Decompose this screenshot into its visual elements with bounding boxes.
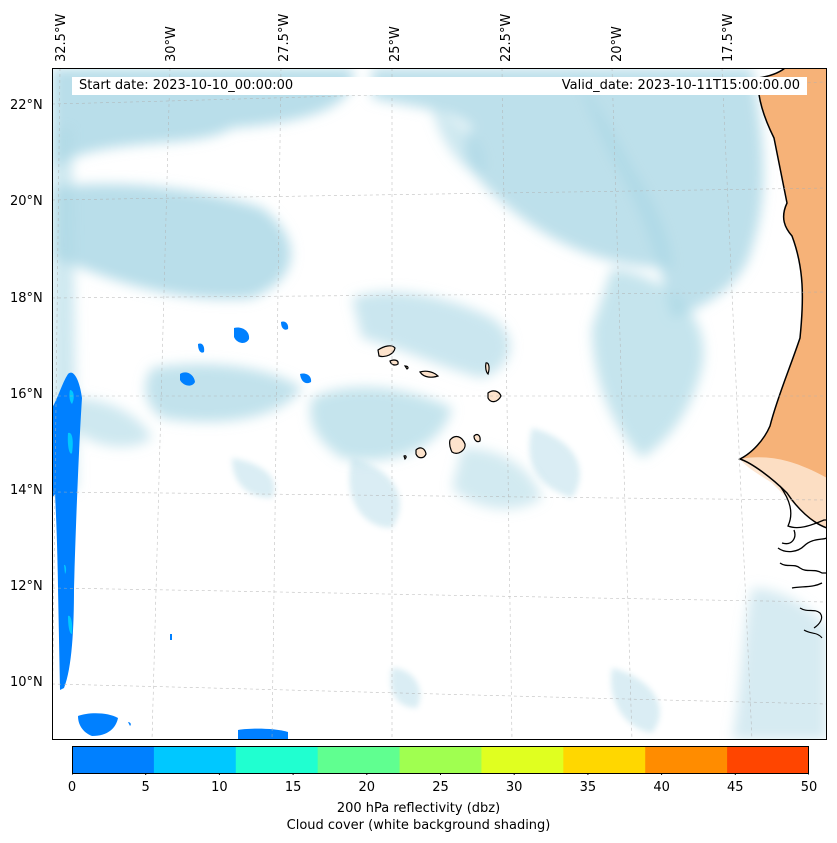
start-date-label: Start date: 2023-10-10_00:00:00 bbox=[79, 78, 294, 93]
colorbar-tick-label: 25 bbox=[432, 780, 449, 795]
lat-label-20n: 20°N bbox=[10, 194, 43, 209]
colorbar bbox=[72, 746, 809, 775]
lat-label-18n: 18°N bbox=[10, 291, 43, 306]
colorbar-tick-label: 30 bbox=[505, 780, 523, 795]
colorbar-segment bbox=[72, 746, 155, 774]
colorbar-tick-label: 10 bbox=[211, 780, 228, 795]
colorbar-segment bbox=[481, 746, 564, 774]
colorbar-tick-label: 45 bbox=[727, 780, 744, 795]
colorbar-tick-label: 5 bbox=[141, 780, 150, 795]
forecast-map bbox=[52, 68, 827, 740]
colorbar-segment bbox=[645, 746, 728, 774]
colorbar-segment bbox=[727, 746, 809, 774]
start-date-box: Start date: 2023-10-10_00:00:00 bbox=[72, 77, 479, 95]
colorbar-segment bbox=[317, 746, 401, 774]
colorbar-title-line2: Cloud cover (white background shading) bbox=[286, 818, 551, 833]
colorbar-tick-label: 20 bbox=[358, 780, 376, 795]
colorbar-segment bbox=[153, 746, 237, 774]
cape-verde-islands bbox=[377, 345, 502, 461]
colorbar-tick-label: 40 bbox=[653, 780, 670, 795]
valid-date-box: Valid_date: 2023-10-11T15:00:00.00 bbox=[472, 77, 807, 95]
lon-label-27-5w: 27.5°W bbox=[277, 13, 292, 62]
map-frame bbox=[52, 68, 827, 740]
colorbar-segment bbox=[563, 746, 646, 774]
colorbar-tick-label: 15 bbox=[284, 780, 302, 795]
lat-label-12n: 12°N bbox=[10, 579, 43, 594]
colorbar-segment bbox=[235, 746, 319, 774]
lat-label-14n: 14°N bbox=[10, 483, 43, 498]
valid-date-label: Valid_date: 2023-10-11T15:00:00.00 bbox=[561, 78, 800, 93]
cloud-cover bbox=[52, 68, 827, 740]
lon-label-30w: 30°W bbox=[164, 26, 179, 62]
colorbar-tick-label: 35 bbox=[579, 780, 597, 795]
colorbar-segment bbox=[399, 746, 482, 774]
lat-label-22n: 22°N bbox=[10, 98, 43, 113]
reflectivity-patches bbox=[52, 321, 312, 740]
lon-label-32-5w: 32.5°W bbox=[54, 13, 69, 62]
lon-label-20w: 20°W bbox=[610, 26, 625, 62]
west-africa-land bbox=[738, 68, 827, 639]
colorbar-title-line1: 200 hPa reflectivity (dbz) bbox=[336, 801, 501, 816]
lon-label-17-5w: 17.5°W bbox=[721, 13, 736, 62]
colorbar-tick-label: 50 bbox=[800, 780, 818, 795]
lat-label-16n: 16°N bbox=[10, 387, 43, 402]
lat-label-10n: 10°N bbox=[10, 675, 43, 690]
colorbar-tick-label: 0 bbox=[67, 780, 77, 795]
lon-label-22-5w: 22.5°W bbox=[499, 13, 514, 62]
lon-label-25w: 25°W bbox=[388, 26, 403, 62]
